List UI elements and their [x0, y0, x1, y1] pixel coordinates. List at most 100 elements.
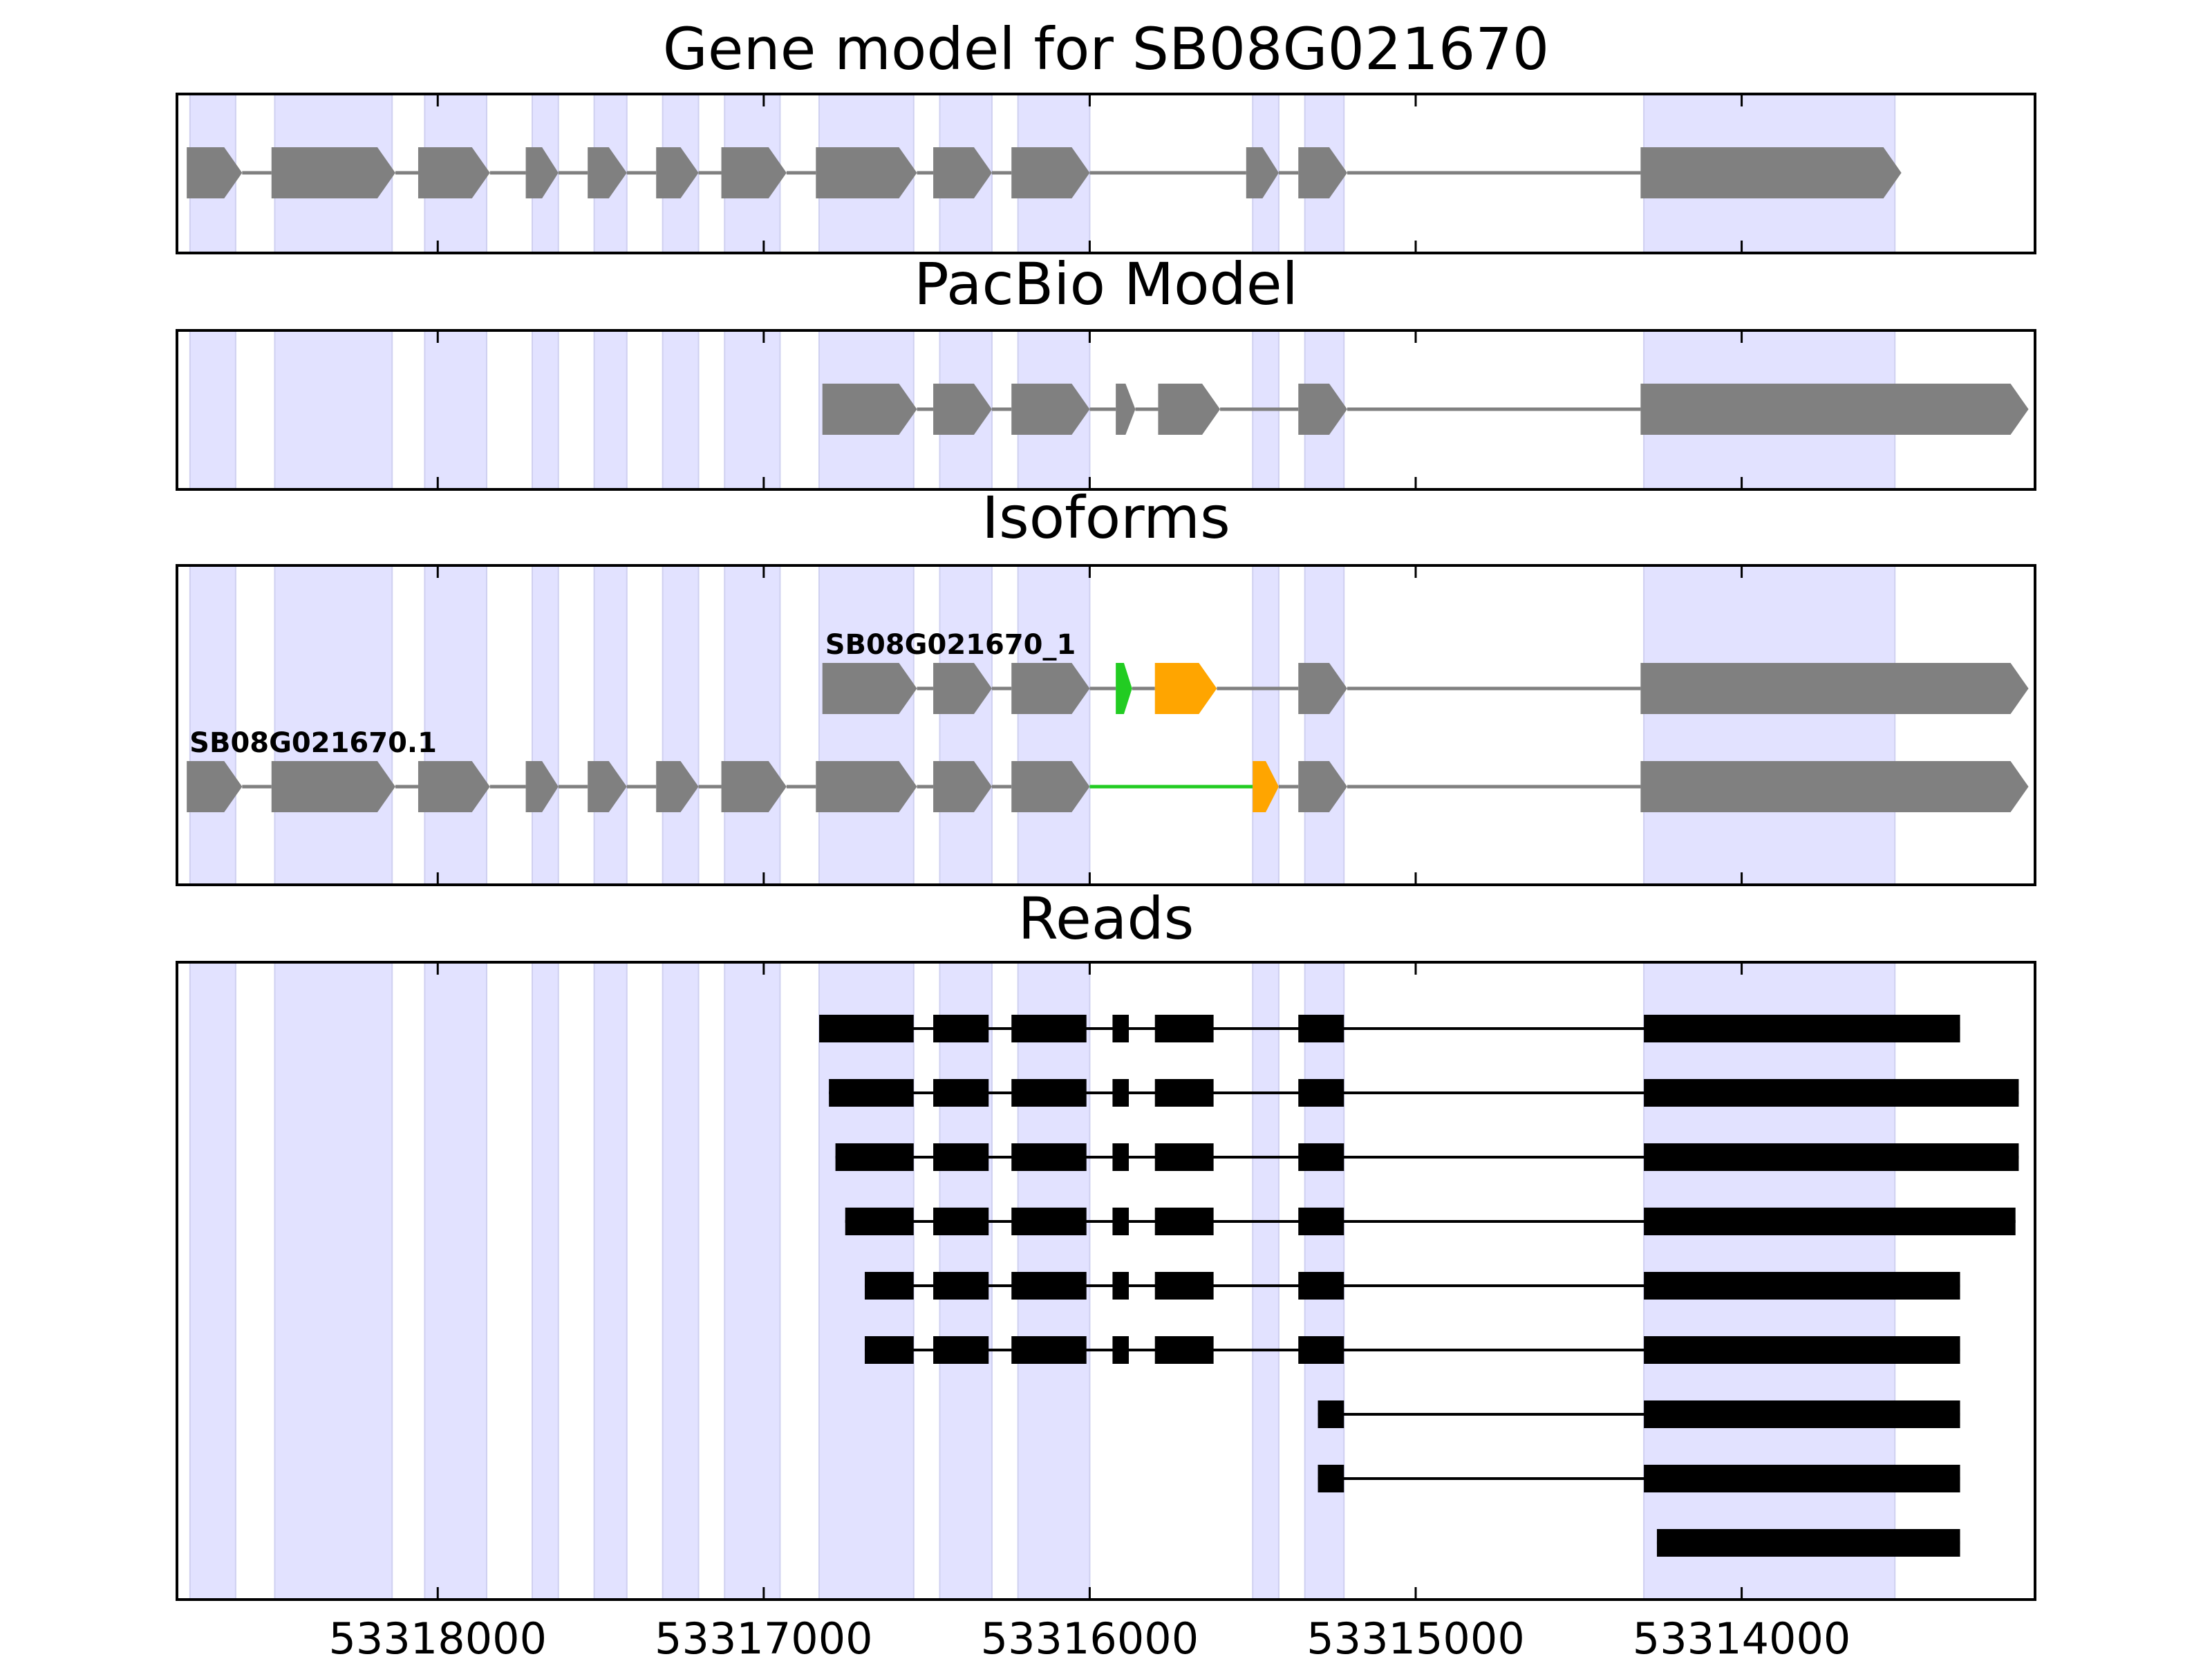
x-tick-label: 53317000 — [655, 1613, 873, 1659]
shaded-region — [939, 565, 993, 885]
exon-block — [1011, 761, 1090, 812]
exon-block — [1640, 761, 2029, 812]
panel-title: Isoforms — [982, 484, 1230, 552]
read-block — [1112, 1015, 1130, 1042]
read-block — [865, 1336, 914, 1364]
panel-title: PacBio Model — [914, 250, 1298, 318]
exon-block — [187, 147, 243, 198]
shaded-region — [593, 330, 628, 490]
exon-block — [1154, 663, 1217, 714]
panel-frame — [176, 564, 2036, 886]
read-block — [1011, 1336, 1087, 1364]
exon-block — [822, 384, 917, 435]
shaded-region — [189, 962, 236, 1600]
read-block — [933, 1208, 989, 1235]
shaded-region — [532, 330, 559, 490]
read-block — [933, 1015, 989, 1042]
panel-frame — [176, 93, 2036, 254]
read-block — [1011, 1015, 1087, 1042]
panel-isoforms: SB08G021670_1 SB08G021670.1 Isoforms — [176, 484, 2036, 886]
read-block — [933, 1272, 989, 1300]
read-block — [1011, 1143, 1087, 1171]
exon-block — [1011, 384, 1090, 435]
x-tick-label: 53316000 — [981, 1613, 1199, 1659]
exon-block — [933, 384, 992, 435]
exon-block — [721, 761, 787, 812]
x-tick-label: 53315000 — [1306, 1613, 1525, 1659]
exon-block — [1011, 663, 1090, 714]
exon-block — [656, 147, 699, 198]
exon-block — [1253, 761, 1279, 812]
read-block — [933, 1336, 989, 1364]
isoform-label: SB08G021670_1 — [825, 629, 1076, 661]
read-block — [1011, 1208, 1087, 1235]
read-block — [1112, 1079, 1130, 1107]
exon-block — [271, 147, 395, 198]
read-block — [933, 1143, 989, 1171]
panel-title: Reads — [1018, 885, 1194, 953]
read-block — [1318, 1465, 1344, 1492]
exon-block — [1158, 384, 1221, 435]
read-block — [1154, 1079, 1214, 1107]
exon-block — [418, 761, 490, 812]
panel-title: Gene model for SB08G021670 — [663, 15, 1549, 83]
exon-block — [816, 761, 917, 812]
exon-block — [1298, 761, 1347, 812]
shaded-region — [1304, 565, 1345, 885]
read-block — [829, 1079, 914, 1107]
exon-block — [1298, 663, 1347, 714]
read-block — [1644, 1015, 1960, 1042]
exon-block — [588, 147, 627, 198]
read-block — [835, 1143, 914, 1171]
shaded-region — [1017, 565, 1091, 885]
read-block — [1154, 1208, 1214, 1235]
exon-block — [933, 147, 992, 198]
shaded-region — [1252, 962, 1280, 1600]
shaded-region — [424, 565, 488, 885]
read-block — [1644, 1465, 1960, 1492]
exon-block — [525, 761, 559, 812]
shaded-region — [724, 565, 781, 885]
exon-block — [1298, 147, 1347, 198]
shaded-region — [724, 330, 781, 490]
panel-reads: Reads — [176, 885, 2036, 1601]
shaded-region — [274, 330, 393, 490]
read-block — [1644, 1208, 2016, 1235]
read-block — [1644, 1272, 1960, 1300]
exon-block — [525, 147, 559, 198]
read-block — [1298, 1143, 1344, 1171]
read-block — [1112, 1143, 1130, 1171]
shaded-region — [662, 962, 700, 1600]
read-block — [933, 1079, 989, 1107]
exon-block — [187, 761, 243, 812]
exon-block — [656, 761, 699, 812]
shaded-region — [662, 330, 700, 490]
exon-block — [822, 663, 917, 714]
exon-block — [1116, 663, 1132, 714]
read-block — [865, 1272, 914, 1300]
read-block — [1644, 1079, 2019, 1107]
read-block — [1644, 1400, 1960, 1428]
exon-block — [933, 663, 992, 714]
x-tick-label: 53314000 — [1633, 1613, 1851, 1659]
shaded-region — [593, 962, 628, 1600]
panel-frame — [176, 961, 2036, 1601]
exon-block — [1011, 147, 1090, 198]
panel-gene_model: Gene model for SB08G021670 — [176, 15, 2036, 254]
exon-block — [721, 147, 787, 198]
shaded-region — [424, 962, 488, 1600]
read-block — [1298, 1015, 1344, 1042]
exon-block — [816, 147, 917, 198]
read-block — [1112, 1336, 1130, 1364]
exon-block — [1246, 147, 1279, 198]
read-block — [1112, 1208, 1130, 1235]
shaded-region — [662, 565, 700, 885]
shaded-region — [532, 565, 559, 885]
shaded-region — [724, 962, 781, 1600]
exon-block — [271, 761, 395, 812]
x-tick-label: 53318000 — [328, 1613, 547, 1659]
read-block — [1298, 1272, 1344, 1300]
shaded-region — [189, 565, 236, 885]
exon-block — [1640, 384, 2029, 435]
